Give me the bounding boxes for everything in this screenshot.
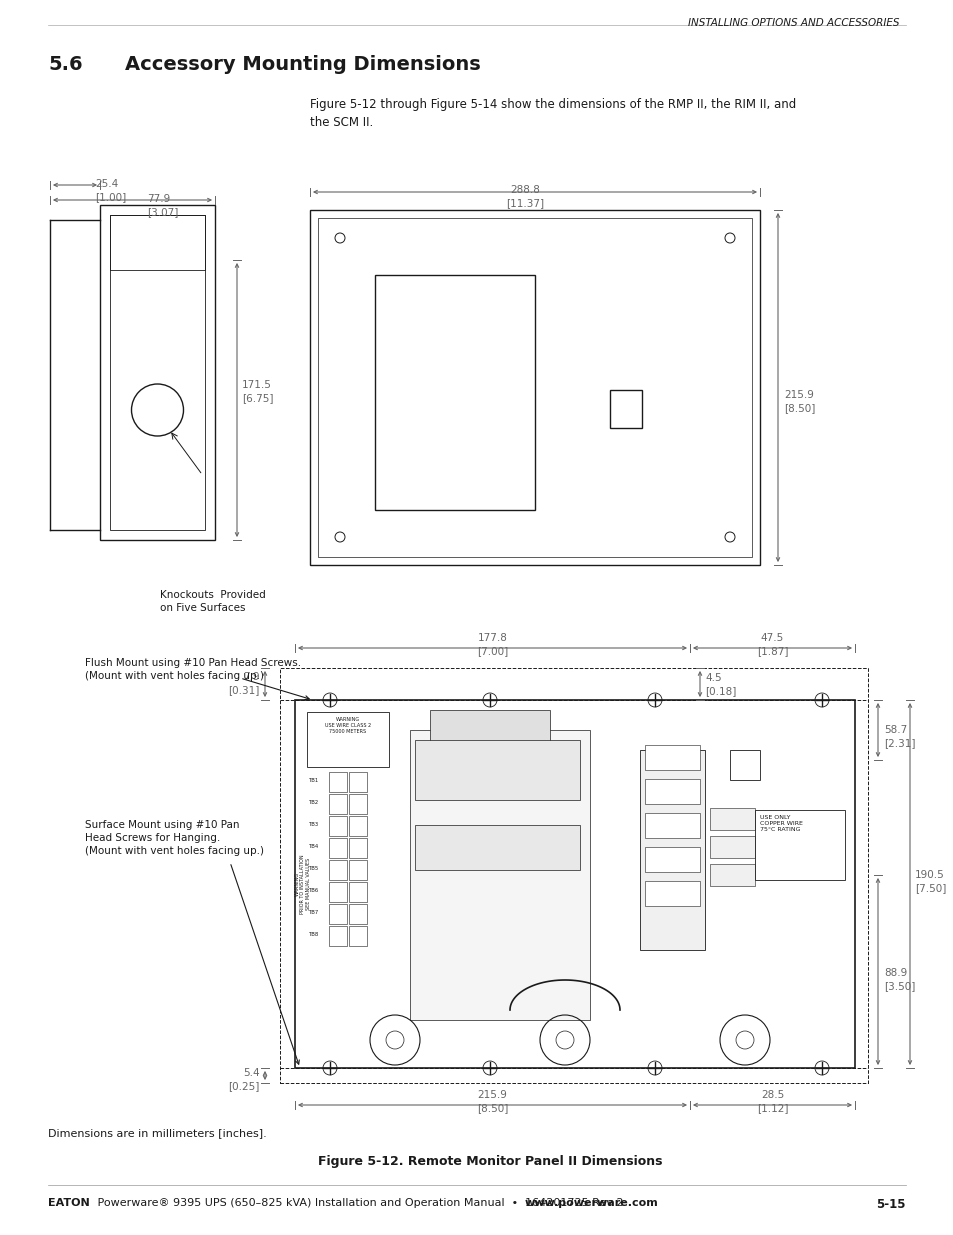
Bar (709, 864, 754, 885)
Text: USE ONLY
COPPER WIRE
75°C RATING: USE ONLY COPPER WIRE 75°C RATING (760, 815, 802, 832)
Text: 47.5: 47.5 (760, 634, 783, 643)
Bar (349, 904, 367, 924)
Text: [0.18]: [0.18] (704, 685, 736, 697)
Text: 88.9: 88.9 (883, 968, 906, 978)
Bar (329, 926, 347, 946)
Bar (729, 750, 760, 781)
Text: [1.12]: [1.12] (756, 1103, 787, 1113)
Text: [8.50]: [8.50] (476, 1103, 508, 1113)
Bar (329, 860, 347, 881)
Bar (709, 808, 754, 830)
Text: TB3: TB3 (309, 823, 319, 827)
Text: (Mount with vent holes facing up.): (Mount with vent holes facing up.) (85, 671, 264, 680)
Text: Accessory Mounting Dimensions: Accessory Mounting Dimensions (125, 56, 480, 74)
Text: 5-15: 5-15 (876, 1198, 905, 1212)
Text: Knockouts  Provided: Knockouts Provided (160, 590, 266, 600)
Text: TB7: TB7 (309, 910, 319, 915)
Text: www.powerware.com: www.powerware.com (524, 1198, 659, 1208)
Text: TB2: TB2 (309, 800, 319, 805)
Bar (349, 794, 367, 814)
Text: [0.25]: [0.25] (229, 1081, 260, 1091)
Text: TB1: TB1 (309, 778, 319, 783)
Text: [3.50]: [3.50] (883, 981, 915, 990)
Text: 190.5: 190.5 (914, 869, 943, 881)
Bar (644, 745, 700, 769)
Text: TB6: TB6 (309, 888, 319, 893)
Bar (317, 219, 751, 557)
Bar (709, 836, 754, 858)
Text: 171.5: 171.5 (242, 380, 272, 390)
Bar (644, 847, 700, 872)
Bar (415, 740, 579, 800)
Bar (410, 730, 589, 1020)
Text: 215.9: 215.9 (783, 390, 813, 400)
Bar (349, 772, 367, 792)
Bar (329, 772, 347, 792)
Text: Figure 5-12. Remote Monitor Panel II Dimensions: Figure 5-12. Remote Monitor Panel II Dim… (317, 1155, 661, 1168)
Bar (310, 210, 760, 564)
Text: TB4: TB4 (309, 845, 319, 850)
Bar (349, 926, 367, 946)
Text: 177.8: 177.8 (477, 634, 507, 643)
Text: WARNING
PRIOR TO INSTALLATION
SEE MANUAL VALUES: WARNING PRIOR TO INSTALLATION SEE MANUAL… (294, 855, 311, 914)
Text: [7.50]: [7.50] (914, 883, 945, 893)
Text: INSTALLING OPTIONS AND ACCESSORIES: INSTALLING OPTIONS AND ACCESSORIES (688, 19, 899, 28)
Text: 288.8: 288.8 (510, 185, 539, 195)
Text: [1.87]: [1.87] (756, 646, 787, 656)
Text: [3.07]: [3.07] (148, 207, 178, 217)
Text: 5.4: 5.4 (243, 1068, 260, 1078)
Text: (Mount with vent holes facing up.): (Mount with vent holes facing up.) (85, 846, 264, 856)
Bar (329, 794, 347, 814)
Bar (430, 710, 550, 750)
Text: [6.75]: [6.75] (242, 393, 274, 403)
Text: 5.6: 5.6 (48, 56, 83, 74)
Text: 4.5: 4.5 (704, 673, 720, 683)
Text: Powerware® 9395 UPS (650–825 kVA) Installation and Operation Manual  •  16420172: Powerware® 9395 UPS (650–825 kVA) Instal… (94, 1198, 626, 1208)
Bar (349, 860, 367, 881)
Bar (294, 700, 854, 1068)
Bar (609, 390, 641, 429)
Text: 58.7: 58.7 (883, 725, 906, 735)
Bar (329, 816, 347, 836)
Text: 77.9: 77.9 (148, 194, 171, 204)
Text: [8.50]: [8.50] (783, 403, 815, 412)
Bar (110, 215, 205, 270)
Bar (307, 713, 389, 767)
Bar (415, 825, 579, 869)
Text: 215.9: 215.9 (477, 1091, 507, 1100)
Text: Figure 5-12 through Figure 5-14 show the dimensions of the RMP II, the RIM II, a: Figure 5-12 through Figure 5-14 show the… (310, 98, 796, 128)
Bar (375, 275, 535, 510)
Bar (349, 882, 367, 902)
Text: [7.00]: [7.00] (476, 646, 508, 656)
Text: Head Screws for Hanging.: Head Screws for Hanging. (85, 832, 220, 844)
Text: [2.31]: [2.31] (883, 739, 915, 748)
Bar (644, 813, 700, 839)
Bar (349, 816, 367, 836)
Text: Dimensions are in millimeters [inches].: Dimensions are in millimeters [inches]. (48, 1128, 267, 1137)
Text: [11.37]: [11.37] (505, 198, 543, 207)
Text: 25.4: 25.4 (95, 179, 118, 189)
Text: Flush Mount using #10 Pan Head Screws.: Flush Mount using #10 Pan Head Screws. (85, 658, 301, 668)
Bar (644, 881, 700, 906)
Text: TB8: TB8 (309, 932, 319, 937)
Bar (280, 668, 867, 1083)
Bar (110, 215, 205, 530)
Text: Surface Mount using #10 Pan: Surface Mount using #10 Pan (85, 820, 239, 830)
Bar (100, 205, 214, 540)
Text: on Five Surfaces: on Five Surfaces (160, 603, 245, 613)
Text: [0.31]: [0.31] (229, 685, 260, 695)
Text: TB5: TB5 (309, 867, 319, 872)
Bar (754, 810, 844, 881)
Bar (329, 904, 347, 924)
Text: EATON: EATON (48, 1198, 90, 1208)
Bar (644, 779, 700, 804)
Text: 28.5: 28.5 (760, 1091, 783, 1100)
Text: [1.00]: [1.00] (95, 191, 126, 203)
Bar (349, 839, 367, 858)
Bar (329, 839, 347, 858)
Text: 7.9: 7.9 (243, 672, 260, 682)
Bar (329, 882, 347, 902)
Bar (639, 750, 704, 950)
Text: WARNING
USE WIRE CLASS 2
75000 METERS: WARNING USE WIRE CLASS 2 75000 METERS (325, 718, 371, 735)
